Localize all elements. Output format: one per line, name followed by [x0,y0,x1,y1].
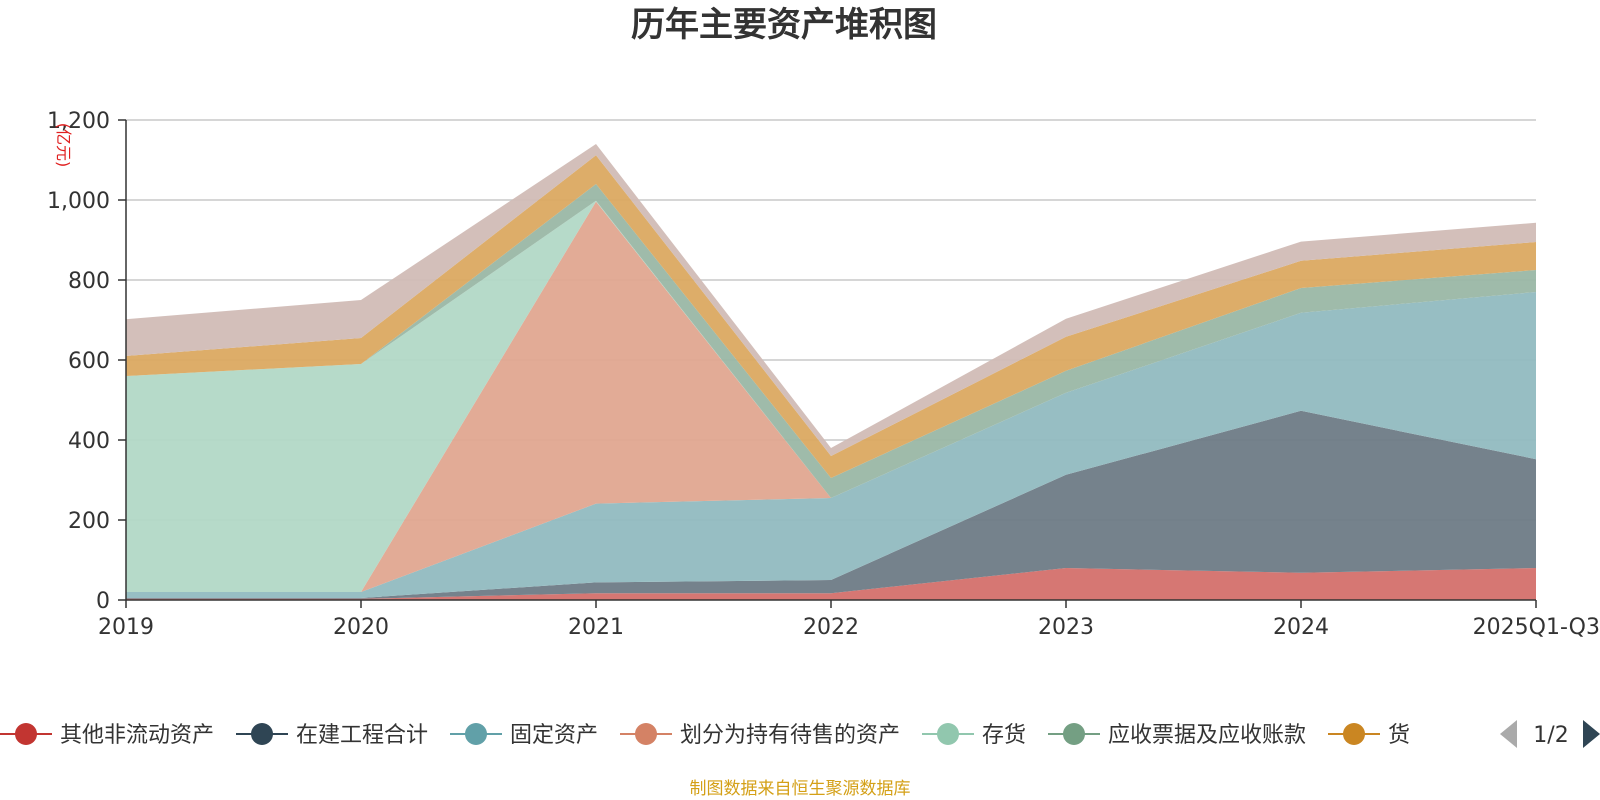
triangle-right-icon[interactable] [1583,720,1600,748]
y-tick-label: 1,000 [47,189,110,214]
circle-marker-icon [251,723,273,745]
legend-label: 固定资产 [510,723,598,748]
chart-title: 历年主要资产堆积图 [631,5,937,45]
triangle-left-icon[interactable] [1500,720,1517,748]
area-series-3[interactable] [126,292,1536,598]
area-series-4[interactable] [126,201,1536,592]
y-tick-label: 600 [68,349,110,374]
legend-pager: 1/2 [1500,720,1600,748]
y-tick-label: 800 [68,269,110,294]
x-tick-labels: 2019 2020 2021 2022 2023 2024 2025Q1-Q3 [98,615,1600,640]
y-tick-label: 1,200 [47,109,110,134]
legend-label: 划分为持有待售的资产 [680,723,900,748]
y-tick-label: 400 [68,429,110,454]
area-series-2[interactable] [126,410,1536,599]
circle-marker-icon [15,723,37,745]
legend-item[interactable]: 货 [1328,723,1410,748]
y-unit-label: (亿元) [54,123,73,168]
x-tick-label: 2025Q1-Q3 [1473,615,1600,640]
circle-marker-icon [635,723,657,745]
legend-item[interactable]: 划分为持有待售的资产 [620,723,900,748]
source-note: 制图数据来自恒生聚源数据库 [690,779,911,799]
legend-item[interactable]: 在建工程合计 [236,723,428,748]
axes [118,119,1537,608]
legend-label: 货 [1388,723,1410,748]
area-series [126,144,1536,600]
legend-item[interactable]: 应收票据及应收账款 [1048,723,1306,748]
x-tick-label: 2019 [98,615,154,640]
circle-marker-icon [1063,723,1085,745]
area-series-8[interactable] [126,144,1536,456]
area-series-7[interactable] [126,155,1536,478]
legend-label: 应收票据及应收账款 [1108,723,1306,748]
legend-item[interactable]: 固定资产 [450,723,598,748]
x-tick-label: 2024 [1273,615,1329,640]
legend-item[interactable]: 存货 [922,723,1026,748]
area-series-5[interactable] [126,200,1536,593]
legend-label: 存货 [982,723,1026,748]
circle-marker-icon [937,723,959,745]
legend-item[interactable]: 其他非流动资产 [0,723,214,748]
circle-marker-icon [465,723,487,745]
legend-label: 其他非流动资产 [60,723,214,748]
y-tick-labels: 0 200 400 600 800 1,000 1,200 [47,109,110,614]
x-tick-label: 2020 [333,615,389,640]
x-tick-label: 2023 [1038,615,1094,640]
legend: 其他非流动资产 在建工程合计 固定资产 划分为持有待售的资产 存货 应收票据及应收账款 货 [0,723,1410,748]
area-series-1[interactable] [126,568,1536,600]
legend-label: 在建工程合计 [296,723,428,748]
x-tick-label: 2021 [568,615,624,640]
y-tick-label: 0 [96,589,110,614]
legend-page-indicator: 1/2 [1533,723,1568,748]
x-tick-label: 2022 [803,615,859,640]
y-tick-label: 200 [68,509,110,534]
circle-marker-icon [1343,723,1365,745]
